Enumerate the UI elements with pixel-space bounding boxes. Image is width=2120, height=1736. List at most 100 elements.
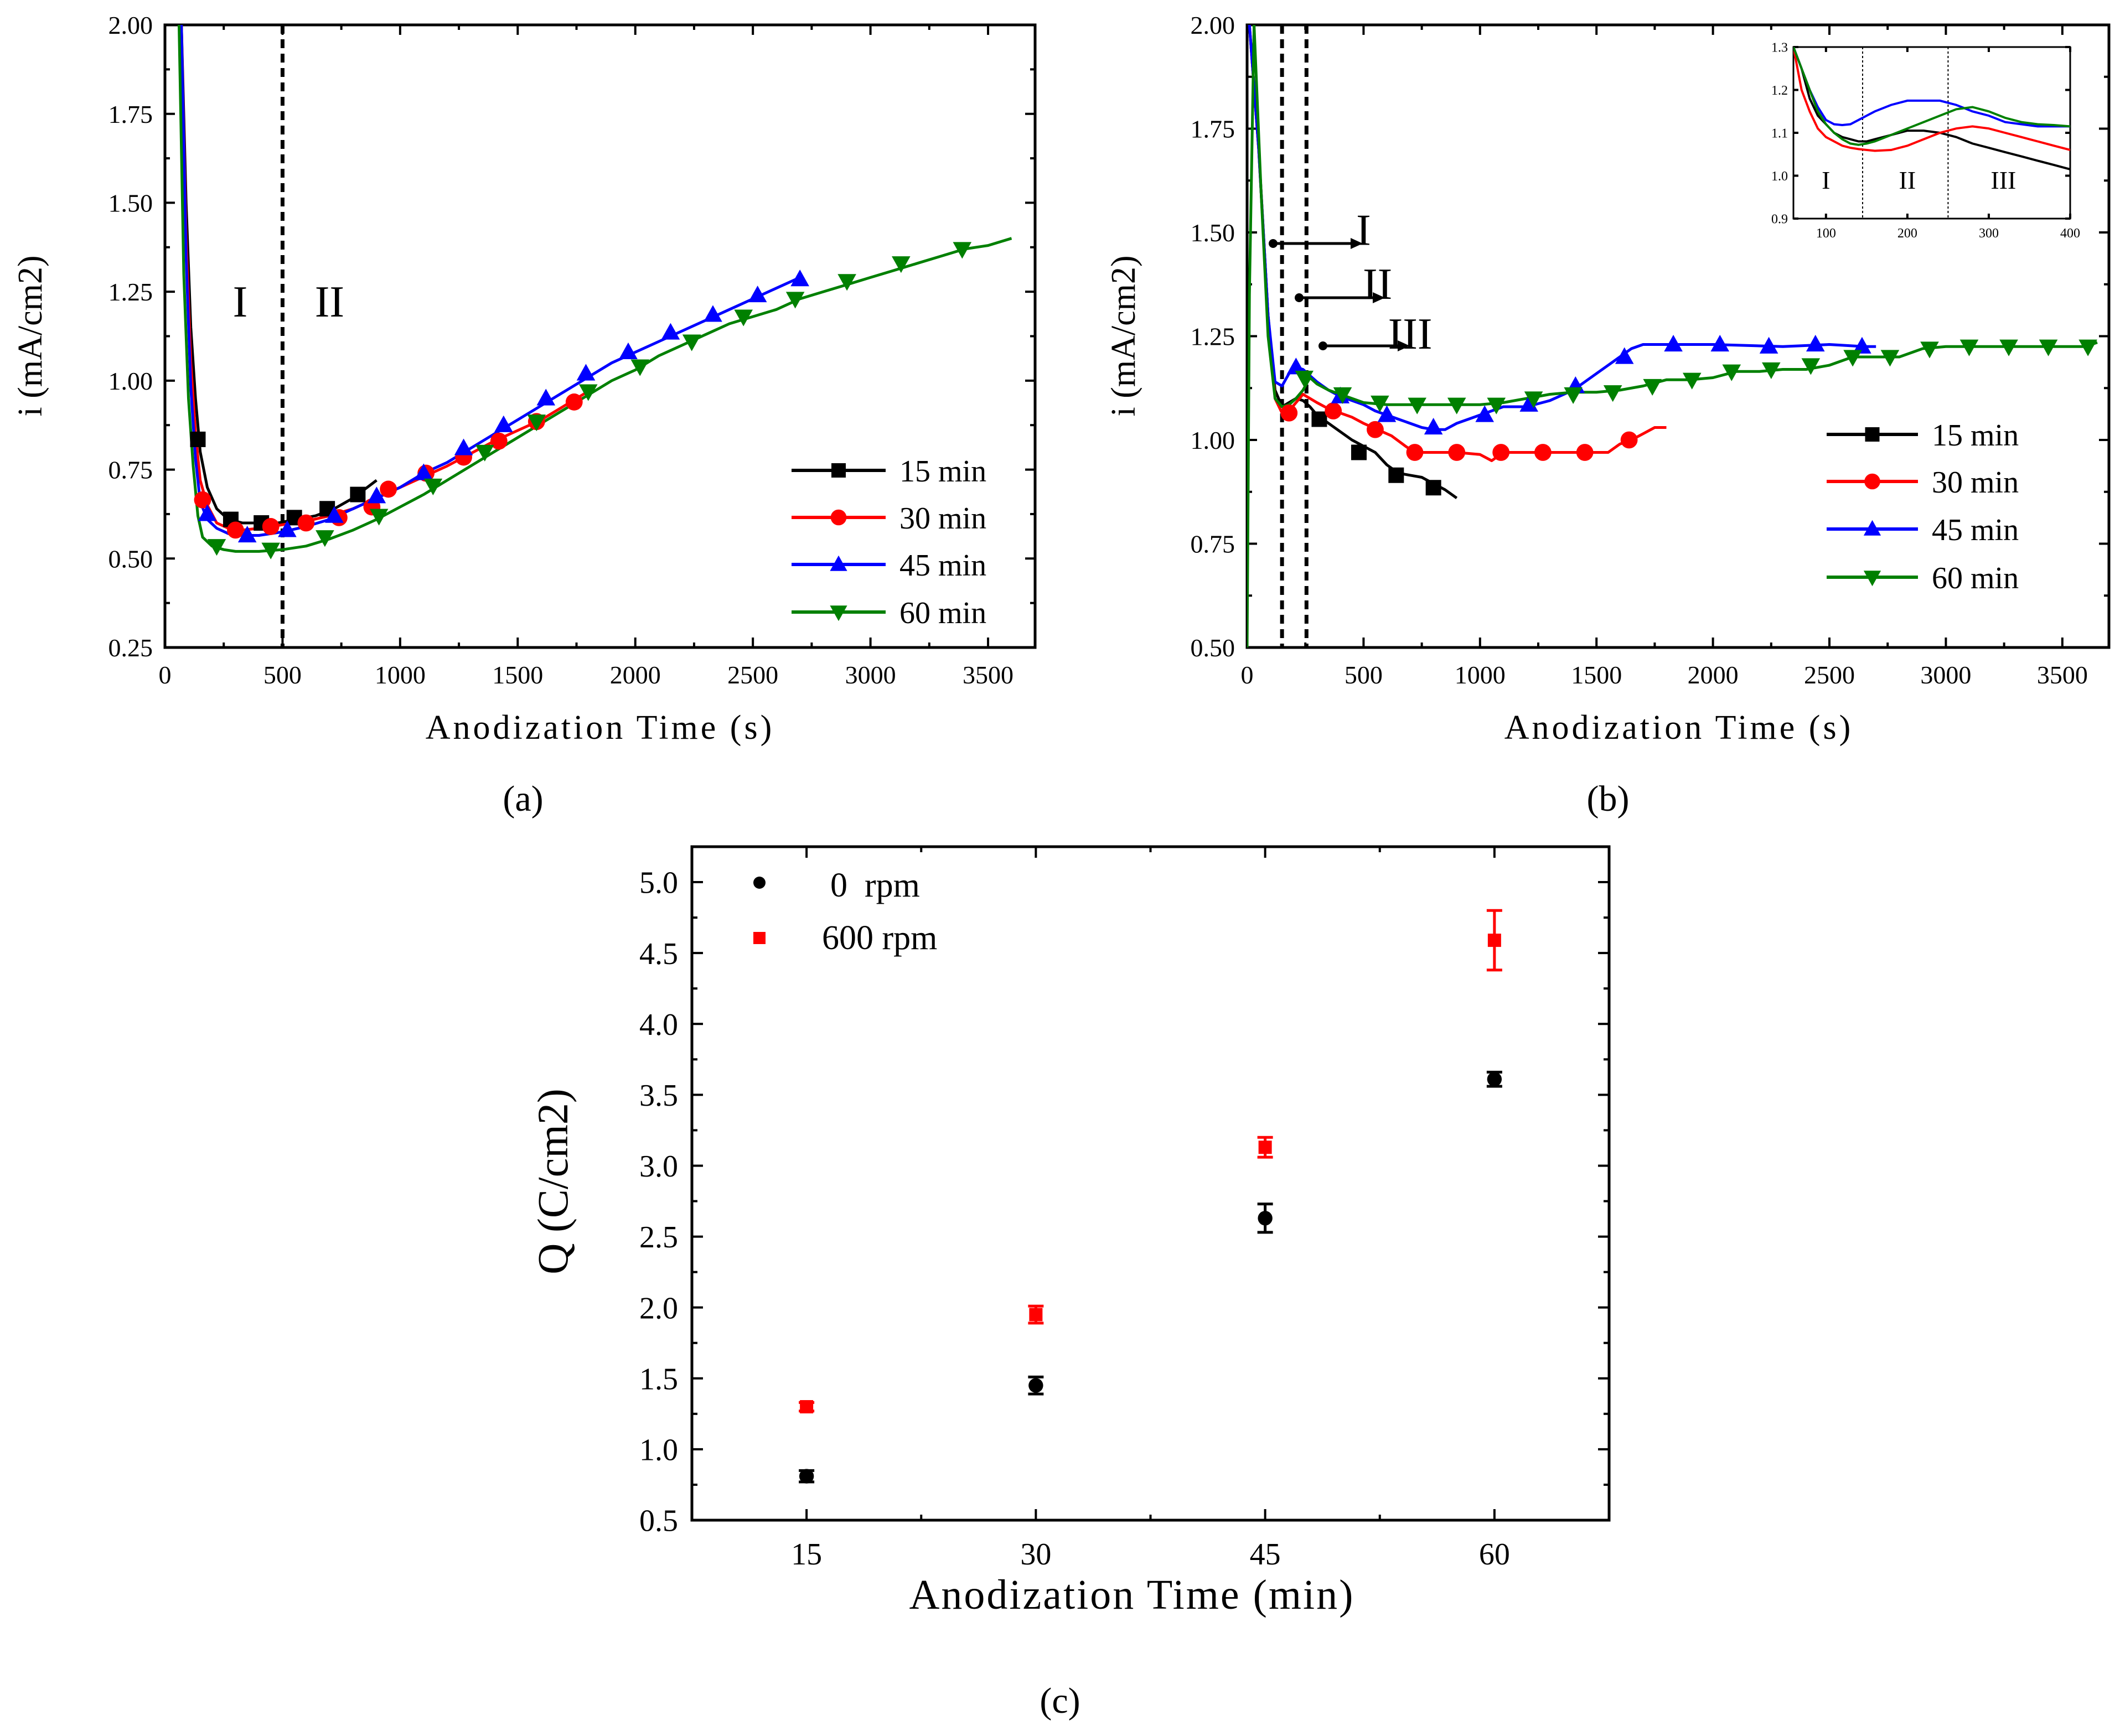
panel-c-point-0rpm (1487, 1071, 1502, 1087)
panel-c-point-600rpm (1029, 1308, 1043, 1322)
panel-a-point-60min (475, 444, 494, 462)
panel-b-point-45min (1664, 335, 1683, 352)
panel-b-point-60min (1722, 364, 1741, 381)
panel-a-y-tick-label: 1.50 (108, 189, 153, 217)
panel-b-point-30min (1367, 421, 1384, 438)
panel-c-point-600rpm (800, 1400, 814, 1414)
panel-c-legend-marker-600rpm (753, 932, 766, 944)
panel-b-legend-60min: 60 min (1932, 561, 2019, 595)
panel-c-axis-ticks: 15 30 45 60 0.5 1.0 1.5 2.0 2.5 3.0 3.5 4.0 4.5 5.0 (639, 847, 1609, 1572)
panel-b-arrow-II-head (1373, 292, 1385, 303)
panel-b-point-45min (1475, 405, 1495, 422)
panel-b-point-60min (1524, 391, 1543, 408)
panel-b-point-45min (1853, 336, 1871, 354)
panel-b-arrow-I-head (1351, 238, 1363, 249)
panel-c-point-0rpm (1028, 1378, 1043, 1393)
panel-a-x-tick-label: 2500 (727, 661, 778, 689)
panel-a-point-45min (704, 305, 722, 322)
panel-b-point-15min (1388, 467, 1404, 483)
panel-b-point-60min (1801, 358, 1821, 375)
panel-c-chart: 15 30 45 60 0.5 1.0 1.5 2.0 2.5 3.0 3.5 4.0 4.5 5.0 A… (529, 845, 1611, 1721)
panel-a-point-45min (198, 504, 217, 521)
panel-a-point-60min (630, 359, 650, 376)
lg-a-legend-marker-30min (830, 509, 847, 526)
panel-b-zone-arrows (1269, 238, 1410, 351)
panel-c-x-tick-label: 45 (1250, 1537, 1281, 1572)
panel-a-x-tick-label: 2000 (610, 661, 661, 689)
panel-b-point-30min (1448, 444, 1466, 461)
panel-a-y-tick-label: 0.50 (108, 545, 153, 573)
panel-b-point-15min (1351, 444, 1367, 460)
panel-b-point-45min (1615, 347, 1634, 364)
panel-a-legend: 15 min 30 min 45 min 60 min (792, 454, 986, 630)
panel-a-point-30min (380, 480, 397, 498)
panel-c-y-tick-label: 3.5 (639, 1079, 678, 1113)
panel-b-legend: 15 min 30 min 45 min 60 min (1827, 418, 2019, 595)
panel-b-y-tick-label: 0.75 (1191, 530, 1235, 558)
panel-b-point-60min (1371, 395, 1389, 412)
panel-b-point-45min (1377, 405, 1397, 422)
panel-a-y-tick-label: 0.25 (108, 634, 153, 662)
panel-b-y-tick-label: 1.00 (1191, 426, 1235, 454)
panel-b-zone-lines (1280, 25, 1309, 647)
panel-b-x-axis-label: Anodization Time (s) (1504, 709, 1853, 747)
panel-b-inset-y-tick-label: 1.1 (1771, 126, 1788, 141)
panel-b-point-45min (1710, 335, 1730, 352)
panel-b-zone-label: I (1356, 206, 1371, 255)
panel-a-point-60min (207, 539, 226, 556)
panel-b-inset-zone-lines (1862, 47, 1949, 219)
panel-b-inset-x-tick-label: 400 (2060, 226, 2080, 241)
panel-a-y-tick-label: 1.75 (108, 100, 153, 128)
panel-a-annotations: I II (233, 278, 344, 327)
panel-a-y-tick-label: 2.00 (108, 11, 153, 39)
panel-b-x-tick-label: 0 (1241, 661, 1254, 689)
panel-b-point-30min (1620, 431, 1638, 449)
panel-a-point-30min (262, 518, 280, 535)
panel-a-point-45min (661, 323, 680, 340)
panel-a-chart: 0 500 1000 1500 2000 2500 3000 3500 0.25 0.50 0.75… (12, 11, 1037, 819)
panel-b-inset-line-60min (1793, 47, 2070, 146)
panel-b-point-60min (1603, 385, 1622, 402)
panel-b-x-tick-label: 500 (1345, 661, 1383, 689)
panel-a-x-tick-label: 0 (159, 661, 172, 689)
panel-b-point-60min (1408, 397, 1426, 414)
panel-a-point-45min (536, 388, 556, 406)
panel-b-label: (b) (1587, 779, 1630, 819)
panel-a-point-45min (278, 520, 297, 537)
panel-b-point-15min (1425, 480, 1441, 496)
panel-b-y-tick-label: 1.25 (1191, 323, 1235, 351)
panel-c-point-600rpm (1487, 934, 1501, 947)
panel-b-legend-15min: 15 min (1932, 418, 2019, 453)
panel-c-legend-0rpm: 0 rpm (830, 867, 920, 904)
panel-b-markers (1280, 335, 2097, 496)
panel-a-legend-30min: 30 min (899, 501, 986, 536)
panel-a-x-tick-label: 3000 (845, 661, 896, 689)
panel-a-legend-45min: 45 min (899, 548, 986, 583)
panel-a-point-60min (261, 542, 280, 559)
panel-b-point-60min (1880, 350, 1900, 367)
panel-c-legend-marker-0rpm (753, 877, 766, 889)
panel-c-label: (c) (1040, 1681, 1080, 1721)
panel-c-point-0rpm (1258, 1211, 1273, 1226)
lg-a-legend-marker-15min (831, 463, 846, 478)
panel-b-zone-label: III (1388, 310, 1433, 359)
lg-a-legend-marker-60min (830, 605, 847, 621)
lg-b-legend-marker-45min (1863, 520, 1881, 536)
panel-c-legend: 0 rpm 600 rpm (753, 867, 937, 957)
panel-b-point-60min (1564, 387, 1583, 404)
panel-b-point-60min (1999, 339, 2018, 356)
panel-b-inset-y-tick-label: 0.9 (1771, 212, 1788, 226)
panel-c-y-tick-label: 1.5 (639, 1362, 678, 1396)
panel-b-y-tick-label: 1.75 (1191, 115, 1235, 143)
panel-b-point-60min (1843, 350, 1862, 367)
panel-b-inset-x-tick-label: 300 (1979, 226, 1999, 241)
panel-a-point-30min (490, 432, 508, 450)
lg-b-legend-marker-30min (1864, 473, 1880, 490)
panel-b-point-60min (1959, 339, 1979, 356)
panel-b-point-60min (2039, 339, 2058, 356)
panel-b-y-axis-label: i (mA/cm2) (1105, 256, 1142, 417)
panel-a-point-60min (578, 384, 598, 401)
panel-b-inset-annotations: I II III (1822, 166, 2016, 194)
